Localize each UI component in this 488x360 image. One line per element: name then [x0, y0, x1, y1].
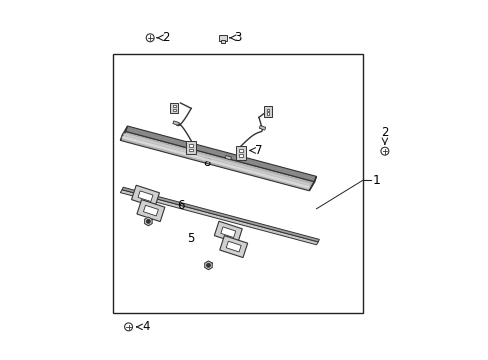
- Text: 1: 1: [372, 174, 380, 186]
- Bar: [266, 112, 269, 114]
- Polygon shape: [122, 133, 310, 186]
- Polygon shape: [120, 190, 318, 245]
- Bar: [239, 149, 242, 152]
- Bar: [220, 40, 224, 43]
- Circle shape: [146, 34, 154, 42]
- Polygon shape: [121, 136, 309, 189]
- Circle shape: [124, 323, 132, 331]
- Polygon shape: [138, 191, 153, 202]
- Polygon shape: [125, 126, 316, 182]
- Polygon shape: [120, 131, 314, 191]
- Bar: [170, 103, 178, 113]
- Polygon shape: [122, 187, 319, 242]
- Polygon shape: [309, 176, 316, 191]
- Circle shape: [206, 264, 210, 267]
- Polygon shape: [204, 261, 212, 270]
- Polygon shape: [137, 200, 164, 221]
- Polygon shape: [219, 236, 247, 257]
- Text: 3: 3: [234, 31, 241, 44]
- Text: 6: 6: [177, 199, 184, 212]
- Polygon shape: [259, 126, 265, 130]
- Bar: [186, 141, 196, 154]
- Polygon shape: [131, 185, 159, 207]
- Polygon shape: [214, 221, 242, 243]
- Text: 2: 2: [162, 31, 169, 44]
- Bar: [239, 154, 242, 157]
- Bar: [113, 54, 363, 313]
- Bar: [264, 106, 271, 117]
- Bar: [189, 144, 193, 147]
- Text: 5: 5: [186, 232, 194, 245]
- Polygon shape: [173, 121, 179, 125]
- Polygon shape: [226, 241, 241, 252]
- Polygon shape: [224, 156, 231, 160]
- Bar: [235, 146, 245, 160]
- Circle shape: [380, 147, 388, 155]
- Bar: [173, 109, 175, 111]
- Text: 2: 2: [380, 126, 388, 139]
- Text: 8: 8: [203, 156, 210, 169]
- Polygon shape: [143, 205, 158, 216]
- Bar: [173, 105, 175, 107]
- Bar: [266, 109, 269, 111]
- Text: 4: 4: [142, 320, 149, 333]
- Polygon shape: [120, 126, 127, 140]
- Bar: [189, 149, 193, 152]
- Text: 7: 7: [254, 144, 262, 157]
- Bar: [219, 35, 226, 41]
- Circle shape: [146, 220, 150, 223]
- Polygon shape: [144, 217, 152, 226]
- Polygon shape: [221, 227, 235, 238]
